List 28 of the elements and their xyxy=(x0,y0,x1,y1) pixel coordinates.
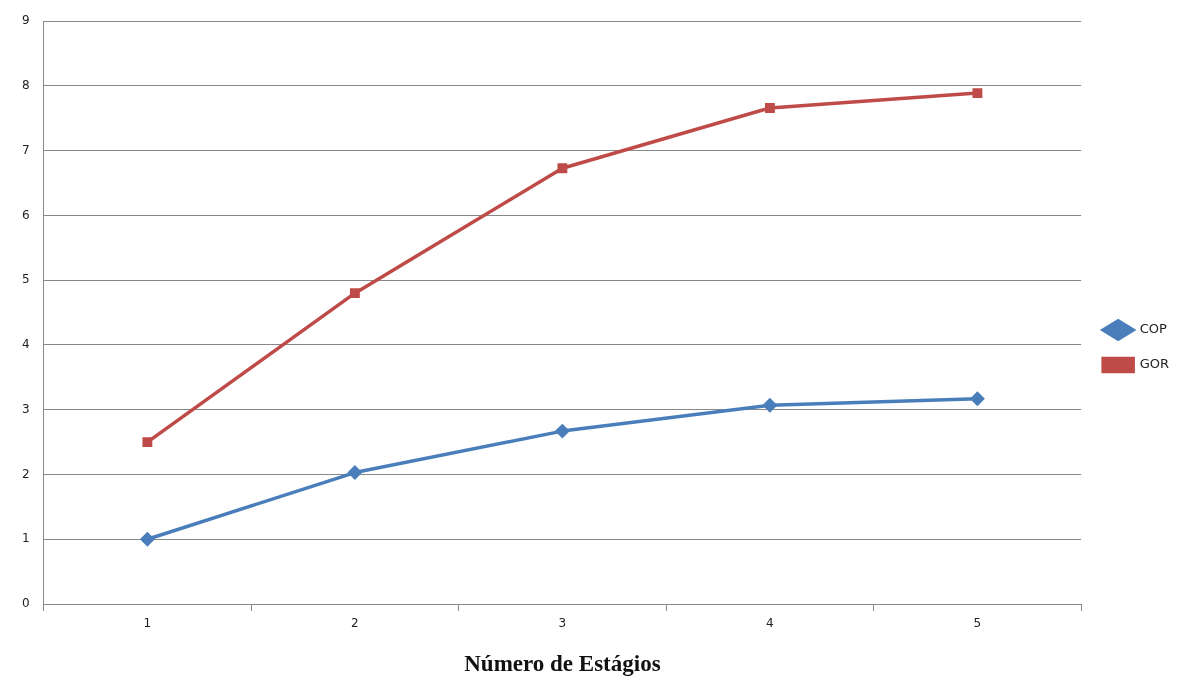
point xyxy=(142,437,153,448)
point xyxy=(555,424,570,438)
y-tick-label: 0 xyxy=(21,596,30,611)
x-tick-label: 4 xyxy=(766,616,774,631)
legend-label: COP xyxy=(1139,321,1167,337)
point xyxy=(557,163,568,174)
y-tick-label: 2 xyxy=(21,466,30,481)
point xyxy=(349,288,360,299)
point xyxy=(970,391,985,406)
y-tick-label: 8 xyxy=(21,78,30,93)
x-tick-label: 2 xyxy=(351,616,359,631)
x-tick-label: 5 xyxy=(973,616,982,631)
x-tick-label: 1 xyxy=(143,616,152,631)
point xyxy=(763,398,777,412)
y-tick-label: 5 xyxy=(21,272,30,287)
y-tick-label: 3 xyxy=(21,401,30,416)
point xyxy=(764,103,775,113)
point xyxy=(348,465,362,480)
y-tick-label: 7 xyxy=(21,142,30,157)
point xyxy=(972,88,983,99)
y-tick-label: 4 xyxy=(21,337,30,352)
y-tick-label: 6 xyxy=(21,207,30,222)
y-tick-label: 1 xyxy=(21,531,30,546)
x-tick-label: 3 xyxy=(558,616,567,631)
legend-label: GOR xyxy=(1139,356,1169,372)
y-tick-label: 9 xyxy=(21,13,30,28)
point xyxy=(140,532,155,546)
x-axis-title: Número de Estágios xyxy=(464,651,661,677)
